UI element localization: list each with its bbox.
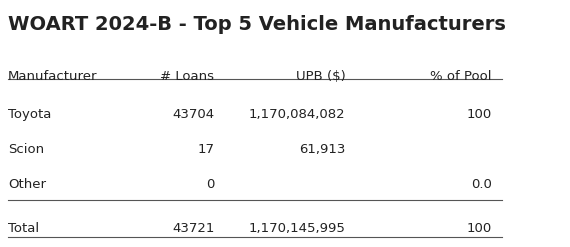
Text: 1,170,145,995: 1,170,145,995	[249, 223, 345, 235]
Text: Toyota: Toyota	[8, 108, 51, 121]
Text: 100: 100	[466, 108, 491, 121]
Text: % of Pool: % of Pool	[430, 70, 491, 83]
Text: 43721: 43721	[172, 223, 214, 235]
Text: 0: 0	[206, 178, 214, 191]
Text: Scion: Scion	[8, 143, 44, 156]
Text: 17: 17	[197, 143, 214, 156]
Text: Manufacturer: Manufacturer	[8, 70, 97, 83]
Text: 43704: 43704	[172, 108, 214, 121]
Text: UPB ($): UPB ($)	[296, 70, 345, 83]
Text: 0.0: 0.0	[471, 178, 491, 191]
Text: WOART 2024-B - Top 5 Vehicle Manufacturers: WOART 2024-B - Top 5 Vehicle Manufacture…	[8, 15, 506, 34]
Text: # Loans: # Loans	[160, 70, 214, 83]
Text: 1,170,084,082: 1,170,084,082	[249, 108, 345, 121]
Text: Other: Other	[8, 178, 46, 191]
Text: Total: Total	[8, 223, 39, 235]
Text: 61,913: 61,913	[299, 143, 345, 156]
Text: 100: 100	[466, 223, 491, 235]
